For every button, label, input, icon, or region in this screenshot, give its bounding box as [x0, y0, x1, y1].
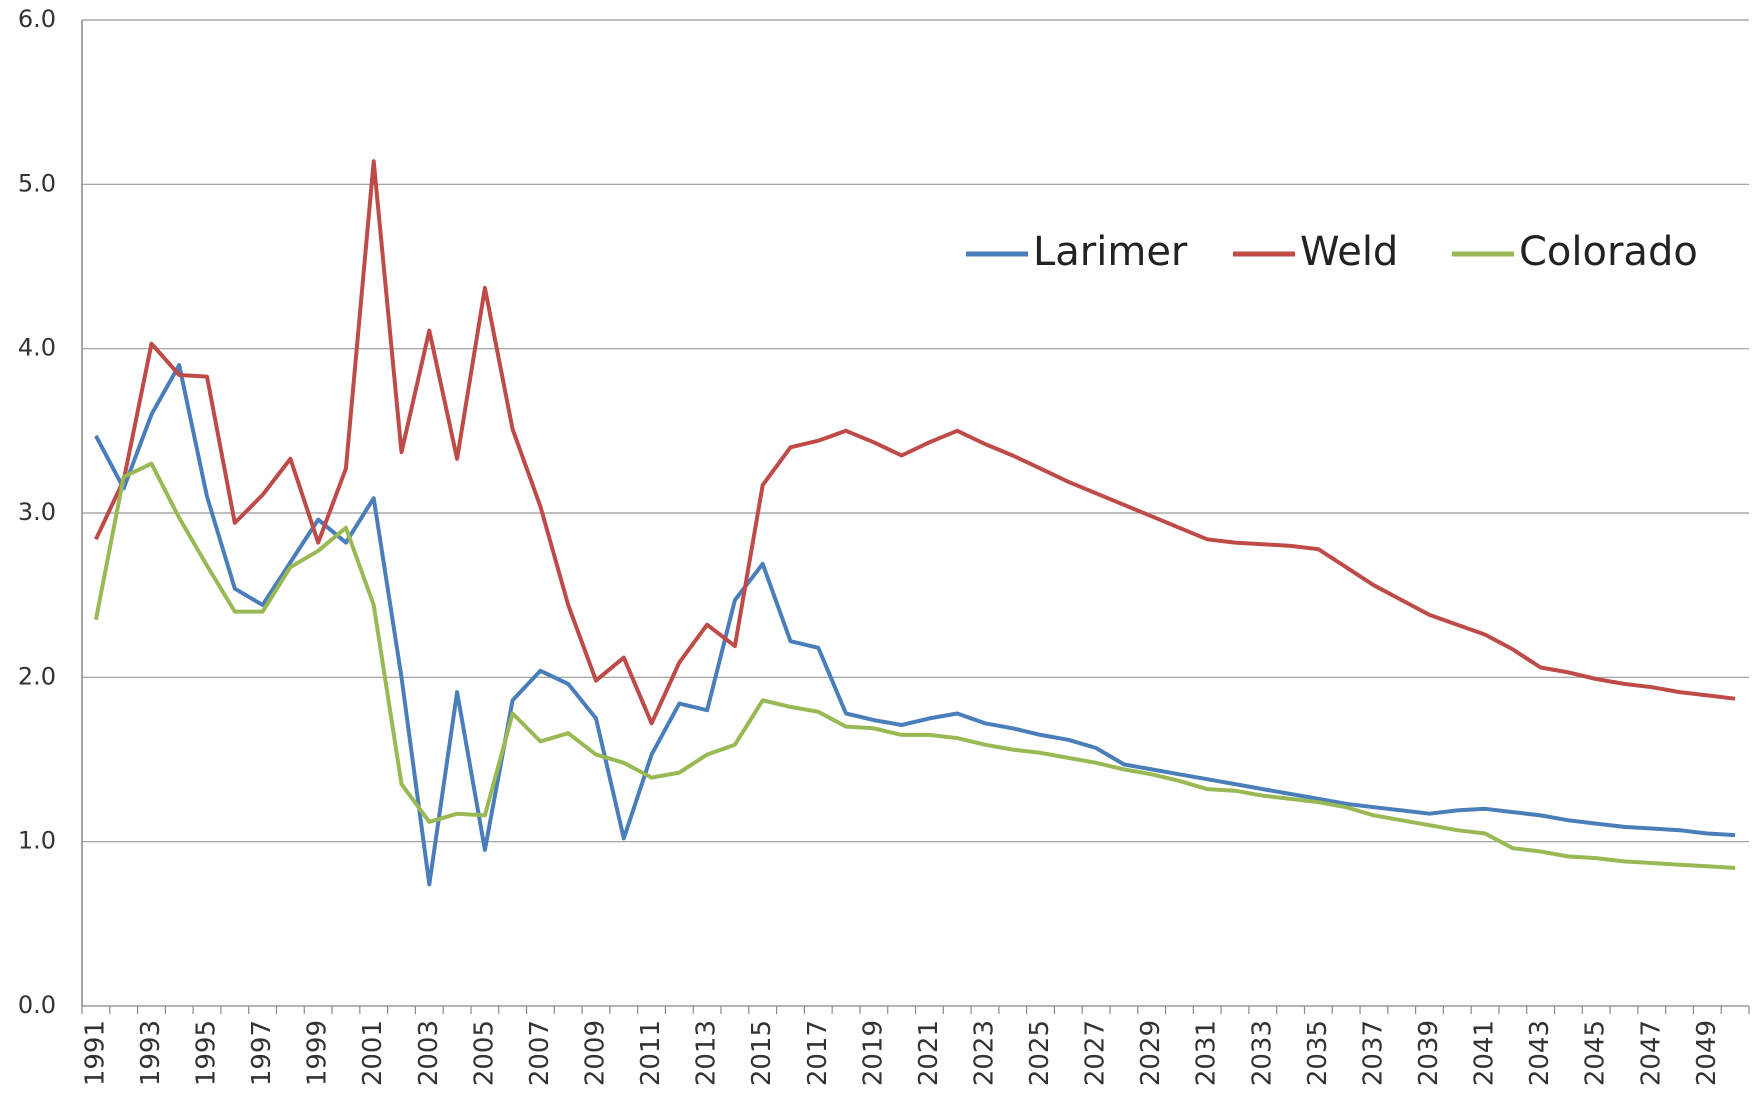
x-tick-label: 1999 — [303, 1020, 333, 1086]
x-tick-label: 2045 — [1581, 1020, 1611, 1086]
x-tick-label: 1991 — [80, 1020, 110, 1086]
y-tick-label: 4.0 — [18, 334, 56, 362]
x-tick-label: 2033 — [1247, 1020, 1277, 1086]
x-tick-label: 2039 — [1414, 1020, 1444, 1086]
x-tick-label: 1997 — [247, 1020, 277, 1086]
y-tick-label: 3.0 — [18, 498, 56, 526]
legend-label: Weld — [1300, 229, 1398, 275]
y-tick-label: 5.0 — [18, 169, 56, 197]
series-line — [93, 461, 1736, 870]
x-tick-label: 2047 — [1636, 1020, 1666, 1086]
x-tick-label: 2001 — [358, 1020, 388, 1086]
x-tick-label: 2049 — [1692, 1020, 1722, 1086]
x-tick-label: 2009 — [580, 1020, 610, 1086]
x-tick-label: 2021 — [914, 1020, 944, 1086]
x-tick-label: 2007 — [525, 1020, 555, 1086]
x-tick-label: 2003 — [414, 1020, 444, 1086]
x-tick-label: 2037 — [1358, 1020, 1388, 1086]
series-line — [94, 159, 1736, 726]
x-tick-label: 2019 — [858, 1020, 888, 1086]
x-tick-label: 1995 — [192, 1020, 222, 1086]
x-tick-label: 1993 — [136, 1020, 166, 1086]
x-tick-label: 2017 — [803, 1020, 833, 1086]
x-tick-label: 2041 — [1470, 1020, 1500, 1086]
x-tick-label: 2027 — [1081, 1020, 1111, 1086]
y-tick-label: 1.0 — [18, 827, 56, 855]
x-tick-label: 2029 — [1136, 1020, 1166, 1086]
x-tick-label: 2025 — [1025, 1020, 1055, 1086]
legend-label: Larimer — [1033, 229, 1188, 275]
x-tick-label: 2005 — [469, 1020, 499, 1086]
series-line — [94, 363, 1736, 887]
y-tick-label: 6.0 — [18, 5, 56, 33]
y-tick-label: 2.0 — [18, 662, 56, 690]
x-tick-label: 2035 — [1303, 1020, 1333, 1086]
x-tick-label: 2023 — [969, 1020, 999, 1086]
x-tick-label: 2031 — [1192, 1020, 1222, 1086]
x-tick-label: 2011 — [636, 1020, 666, 1086]
legend-label: Colorado — [1519, 229, 1698, 275]
x-tick-label: 2043 — [1525, 1020, 1555, 1086]
x-tick-label: 2013 — [692, 1020, 722, 1086]
y-tick-label: 0.0 — [18, 991, 56, 1019]
x-tick-label: 2015 — [747, 1020, 777, 1086]
